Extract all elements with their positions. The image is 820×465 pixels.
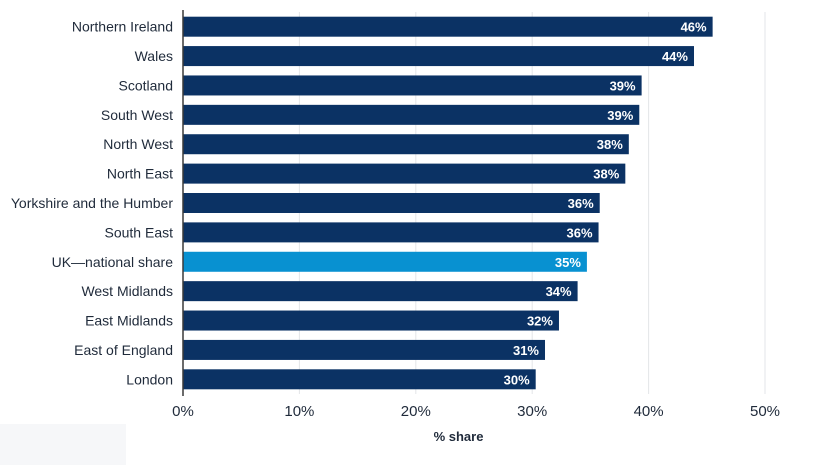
category-label: East Midlands bbox=[85, 313, 173, 329]
category-label: North East bbox=[107, 166, 173, 182]
bar bbox=[183, 310, 559, 331]
x-tick-label: 0% bbox=[172, 403, 194, 420]
bar bbox=[183, 251, 587, 272]
value-label: 46% bbox=[681, 20, 707, 35]
category-label: Northern Ireland bbox=[72, 19, 173, 35]
x-tick-label: 20% bbox=[401, 403, 431, 420]
category-label: West Midlands bbox=[81, 283, 173, 299]
value-label: 39% bbox=[607, 108, 633, 123]
value-label: 38% bbox=[597, 137, 623, 152]
category-label: South West bbox=[101, 107, 173, 123]
value-label: 36% bbox=[567, 225, 593, 240]
bar bbox=[183, 222, 599, 243]
category-label: East of England bbox=[74, 342, 173, 358]
x-tick-label: 40% bbox=[634, 403, 664, 420]
value-label: 31% bbox=[513, 343, 539, 358]
bar bbox=[183, 75, 642, 96]
value-label: 36% bbox=[568, 196, 594, 211]
value-labels: 46% 44% 39% 39% 38% 38% 36% 36% 35% 34% 32% 31% 30% bbox=[504, 20, 707, 388]
bar bbox=[183, 339, 546, 360]
x-axis-title: % share bbox=[434, 429, 484, 444]
x-tick-label: 10% bbox=[284, 403, 314, 420]
bar bbox=[183, 104, 640, 125]
bar bbox=[183, 163, 626, 184]
bar bbox=[183, 46, 694, 67]
category-labels: Northern Ireland Wales Scotland South West N… bbox=[11, 19, 173, 388]
value-label: 38% bbox=[593, 167, 619, 182]
category-label: Wales bbox=[135, 48, 173, 64]
bar bbox=[183, 369, 536, 390]
value-label: 44% bbox=[662, 49, 688, 64]
value-label: 32% bbox=[527, 314, 553, 329]
x-tick-label: 30% bbox=[517, 403, 547, 420]
x-tick-labels: 0% 10% 20% 30% 40% 50% bbox=[172, 403, 780, 420]
value-label: 35% bbox=[555, 255, 581, 270]
value-label: 39% bbox=[610, 78, 636, 93]
bar bbox=[183, 281, 578, 302]
category-label: Yorkshire and the Humber bbox=[11, 195, 173, 211]
value-label: 30% bbox=[504, 372, 530, 387]
category-label: London bbox=[126, 371, 173, 387]
bar bbox=[183, 134, 629, 155]
category-label: South East bbox=[105, 224, 174, 240]
category-label: UK—national share bbox=[52, 254, 174, 270]
x-tick-label: 50% bbox=[750, 403, 780, 420]
corner-panel bbox=[0, 424, 126, 465]
value-label: 34% bbox=[546, 284, 572, 299]
category-label: North West bbox=[103, 136, 173, 152]
category-label: Scotland bbox=[119, 77, 173, 93]
bar bbox=[183, 16, 713, 37]
bar bbox=[183, 193, 600, 213]
bars bbox=[183, 16, 713, 390]
